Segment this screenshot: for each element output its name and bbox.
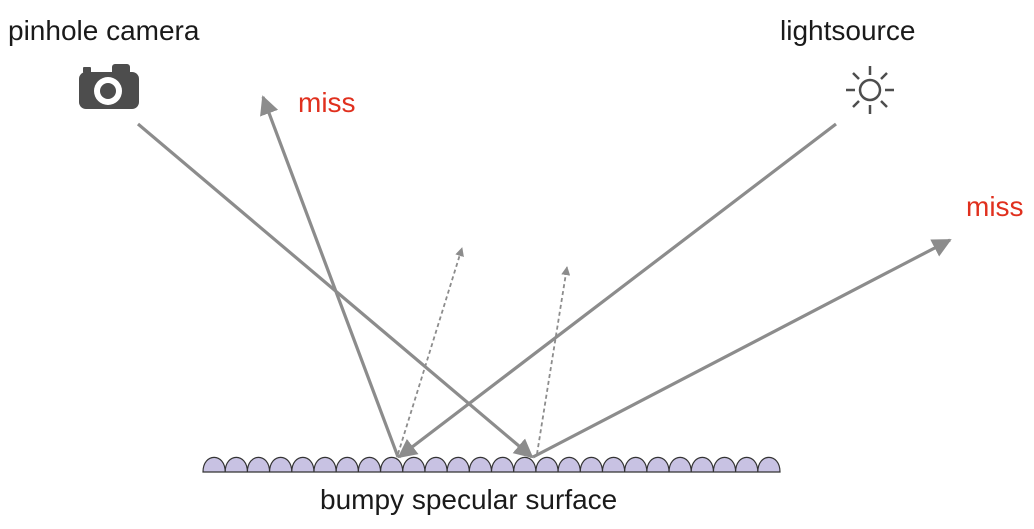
reflected-ray-left-miss: [260, 95, 400, 458]
reflected-ray-right-miss: [532, 238, 952, 459]
miss-label-right: miss: [966, 191, 1024, 222]
camera-icon: [79, 64, 139, 109]
surface-normal-left: [397, 247, 464, 455]
camera-label: pinhole camera: [8, 15, 200, 46]
surface-normal-right: [536, 266, 571, 455]
sun-icon: [846, 66, 894, 114]
miss-label-left: miss: [298, 87, 356, 118]
light-label: lightsource: [780, 15, 915, 46]
surface-bumps: [202, 456, 781, 473]
light-ray: [397, 122, 837, 459]
surface-label: bumpy specular surface: [320, 484, 617, 515]
bumpy-surface: [202, 456, 781, 473]
